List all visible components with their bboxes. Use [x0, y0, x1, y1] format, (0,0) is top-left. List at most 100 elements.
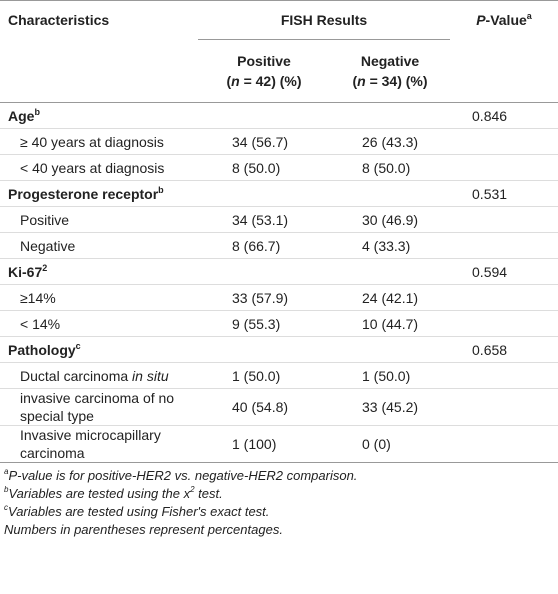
superscript: b [4, 485, 9, 494]
text-part: = 34) (%) [365, 73, 428, 89]
text-part: test. [194, 486, 223, 501]
text-part: < 40 years at diagnosis [20, 159, 165, 176]
table-cell: 34 (53.1) [232, 211, 289, 228]
header-cell: P-Valuea [450, 1, 558, 40]
table-row: < 40 years at diagnosis 8 (50.0) 8 (50.0) [0, 155, 558, 181]
header-cell: Negative (n = 34) (%) [330, 40, 450, 103]
table-cell: Invasive microcapillary carcinoma [0, 426, 198, 463]
text-part: ≥ 40 years at diagnosis [20, 133, 164, 150]
table-cell: 1 (100) [232, 436, 277, 452]
table-cell: 34 (56.7) [232, 133, 289, 150]
table-cell: 1 (50.0) [232, 367, 281, 384]
text-part: -Value [485, 12, 527, 29]
footnotes: aP-value is for positive-HER2 vs. negati… [0, 463, 558, 539]
header-cell [450, 40, 558, 103]
text-part: Negative [20, 237, 76, 254]
table-row: ≥ 40 years at diagnosis 34 (56.7) 26 (43.3… [0, 129, 558, 155]
table-cell [330, 259, 450, 285]
table-cell: 0.594 [472, 263, 508, 280]
table-cell: ≥ 40 years at diagnosis [0, 129, 198, 155]
table-cell: 1 (50.0) [362, 367, 411, 384]
italic-text: in situ [132, 367, 169, 384]
header-row: Characteristics FISH Results P-Valuea [0, 0, 558, 40]
table-cell: Ductal carcinoma in situ [0, 363, 198, 389]
text-part: ≥14% [20, 289, 56, 306]
table-cell: 0.846 [472, 107, 508, 124]
header-cell: Positive (n = 42) (%) [198, 40, 330, 103]
text-part: Ki-67 [8, 263, 43, 280]
table-row: Positive 34 (53.1) 30 (46.9) [0, 207, 558, 233]
text-part: Progesterone receptor [8, 185, 159, 202]
table-row: Ductal carcinoma in situ 1 (50.0) 1 (50.0) [0, 363, 558, 389]
italic-text: n [357, 73, 366, 89]
header-text: Positive [237, 53, 291, 69]
footnote: Numbers in parentheses represent percent… [4, 521, 554, 539]
header-text: (n = 42) (%) [198, 71, 330, 91]
table-cell [450, 363, 558, 389]
table-row: invasive carcinoma of no special type 40 … [0, 389, 558, 426]
superscript: c [4, 503, 8, 512]
table-cell [198, 103, 330, 129]
table-cell: 0.658 [472, 341, 508, 358]
table-cell: 26 (43.3) [362, 133, 419, 150]
table-cell [198, 181, 330, 207]
text-part: Variables are tested using Fisher's exac… [8, 504, 270, 519]
table-cell: 33 (57.9) [232, 289, 289, 306]
table-row: < 14% 9 (55.3) 10 (44.7) [0, 311, 558, 337]
table-cell: 0 (0) [362, 436, 391, 452]
table-cell: Progesterone receptorb [0, 181, 198, 207]
table-cell: < 14% [0, 311, 198, 337]
table-cell [450, 155, 558, 181]
superscript: 2 [42, 262, 48, 273]
header-cell [0, 40, 198, 103]
footnote: bVariables are tested using the x2 test. [4, 485, 554, 503]
table-cell [330, 103, 450, 129]
text-part: P-value is for positive-HER2 vs. negativ… [8, 468, 358, 483]
italic-text: n [231, 73, 240, 89]
header-text: Negative [360, 53, 420, 69]
table-cell [450, 426, 558, 463]
text-part: ( [352, 73, 358, 89]
table-cell [198, 337, 330, 363]
results-table: Characteristics FISH Results P-Valuea Po… [0, 0, 558, 463]
superscript: a [4, 467, 9, 476]
table-cell: Negative [0, 233, 198, 259]
superscript: b [34, 106, 40, 117]
table-cell: 8 (50.0) [232, 159, 281, 176]
table-cell: 40 (54.8) [232, 399, 289, 415]
italic-text: P [476, 12, 486, 29]
table-cell [450, 285, 558, 311]
table-row: ≥14% 33 (57.9) 24 (42.1) [0, 285, 558, 311]
footnote: aP-value is for positive-HER2 vs. negati… [4, 467, 554, 485]
text-part: = 42) (%) [239, 73, 302, 89]
table-cell: 10 (44.7) [362, 315, 419, 332]
table-cell [450, 233, 558, 259]
superscript: 2 [190, 485, 195, 494]
table-cell: Ageb [0, 103, 198, 129]
table-cell: Ki-672 [0, 259, 198, 285]
table-cell: 8 (50.0) [362, 159, 411, 176]
table-cell [450, 311, 558, 337]
text-part: Positive [20, 211, 70, 228]
table-cell [198, 259, 330, 285]
table-cell: 9 (55.3) [232, 315, 281, 332]
header-row: Positive (n = 42) (%) Negative (n = 34) (%… [0, 40, 558, 103]
text-part: Ductal carcinoma [20, 367, 133, 384]
table-row: Pathologyc 0.658 [0, 337, 558, 363]
superscript: c [75, 340, 81, 351]
table-cell [330, 337, 450, 363]
table-cell: invasive carcinoma of no special type [0, 389, 198, 426]
table-cell [450, 207, 558, 233]
text-part: invasive carcinoma of no special type [20, 390, 175, 424]
table-cell: 30 (46.9) [362, 211, 419, 228]
header-cell: FISH Results [198, 0, 451, 40]
text-part: Age [8, 107, 35, 124]
table-row: Progesterone receptorb 0.531 [0, 181, 558, 207]
text-part: < 14% [20, 315, 61, 332]
table-row: Negative 8 (66.7) 4 (33.3) [0, 233, 558, 259]
text-part: Invasive microcapillary carcinoma [20, 427, 161, 461]
table-cell [330, 181, 450, 207]
superscript: b [158, 184, 164, 195]
text-part: Variables are tested using the x [8, 486, 191, 501]
